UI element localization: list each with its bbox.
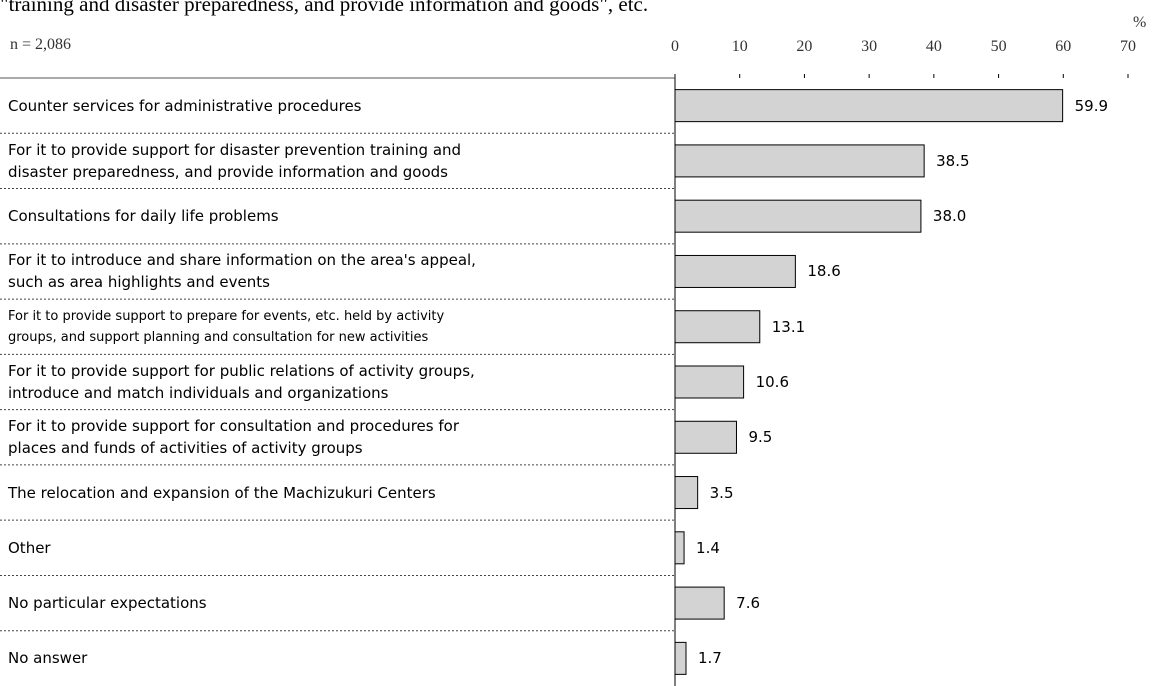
value-label: 1.4 <box>696 538 720 557</box>
bar <box>674 365 745 399</box>
category-label: For it to provide support for public rel… <box>8 361 475 402</box>
x-tick-label: 10 <box>731 38 748 55</box>
category-label: No answer <box>8 649 88 668</box>
sample-size: n = 2,086 <box>10 36 72 53</box>
bar <box>674 144 925 178</box>
bar <box>674 531 685 565</box>
value-label: 13.1 <box>771 317 806 336</box>
category-label: Counter services for administrative proc… <box>8 96 362 115</box>
value-label: 7.6 <box>736 594 761 613</box>
bar <box>674 254 796 288</box>
category-label: The relocation and expansion of the Mach… <box>8 483 436 502</box>
x-tick-label: 60 <box>1055 38 1072 55</box>
x-tick-label: 70 <box>1120 38 1136 55</box>
bar <box>674 420 737 454</box>
value-label: 18.6 <box>807 262 841 281</box>
value-label: 59.9 <box>1074 96 1109 115</box>
x-tick-label: 40 <box>925 38 942 55</box>
value-label: 3.5 <box>709 483 734 502</box>
category-label: For it to provide support to prepare for… <box>8 308 445 345</box>
value-label: 38.5 <box>936 151 970 170</box>
x-tick-label: 50 <box>990 38 1007 55</box>
category-label: For it to provide support for disaster p… <box>8 140 462 181</box>
unit-label: % <box>1133 14 1147 31</box>
value-label: 10.6 <box>755 373 789 391</box>
category-label: For it to provide support for consultati… <box>8 417 459 458</box>
bar <box>674 89 1064 123</box>
category-label: No particular expectations <box>8 594 207 613</box>
value-label: 38.0 <box>932 207 967 226</box>
bar <box>674 586 725 620</box>
bar <box>674 310 761 344</box>
category-label: For it to introduce and share informatio… <box>8 251 476 292</box>
category-label: Other <box>8 538 51 557</box>
bar <box>674 641 687 675</box>
value-label: 9.5 <box>748 428 773 447</box>
x-tick-label: 20 <box>796 38 813 55</box>
bar <box>674 476 699 510</box>
chart-title: "training and disaster preparedness, and… <box>0 0 649 16</box>
value-label: 1.7 <box>698 649 722 668</box>
x-tick-label: 30 <box>861 38 878 55</box>
x-tick-label: 0 <box>671 38 679 55</box>
category-label: Consultations for daily life problems <box>8 207 279 226</box>
bar <box>674 199 922 233</box>
